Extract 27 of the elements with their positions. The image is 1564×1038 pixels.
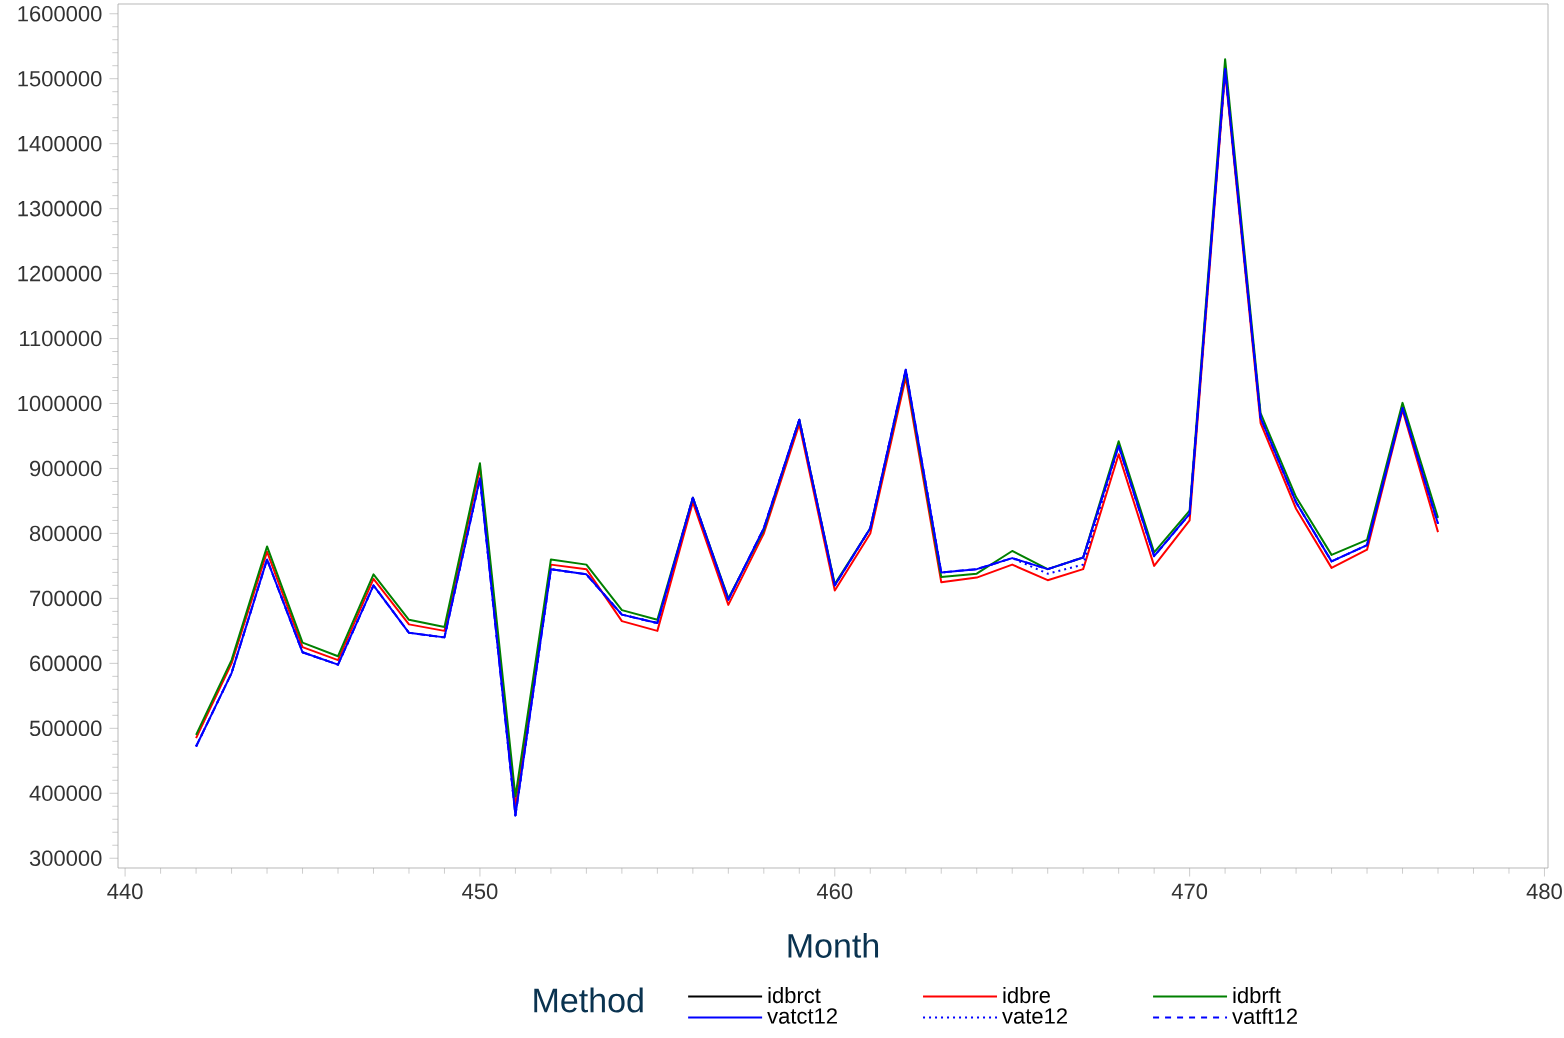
y-tick-label: 1100000 bbox=[20, 330, 102, 347]
legend-label: idbre bbox=[1003, 986, 1050, 1004]
x-tick-label: 450 bbox=[462, 883, 498, 900]
legend-title: Method bbox=[534, 987, 643, 1013]
y-tick-label: 1300000 bbox=[18, 200, 102, 217]
y-tick-label: 1400000 bbox=[18, 135, 102, 152]
x-tick-label: 440 bbox=[107, 883, 143, 900]
x-tick-label: 470 bbox=[1171, 883, 1208, 900]
x-axis-title: Month bbox=[788, 932, 879, 958]
y-tick-label: 400000 bbox=[29, 785, 102, 802]
legend-label: idbrft bbox=[1233, 986, 1281, 1004]
y-tick-label: 500000 bbox=[29, 720, 102, 737]
y-tick-label: 1200000 bbox=[18, 265, 102, 282]
y-tick-label: 1600000 bbox=[18, 5, 102, 22]
y-tick-label: 300000 bbox=[29, 850, 102, 867]
y-tick-label: 700000 bbox=[30, 590, 102, 607]
y-tick-label: 1500000 bbox=[18, 70, 102, 87]
y-tick-label: 800000 bbox=[29, 525, 102, 542]
legend-label: vatct12 bbox=[767, 1008, 837, 1024]
legend-label: vatft12 bbox=[1232, 1007, 1297, 1025]
legend-label: vate12 bbox=[1002, 1008, 1067, 1024]
y-tick-label: 1000000 bbox=[18, 395, 102, 412]
y-tick-label: 600000 bbox=[30, 655, 102, 672]
x-tick-label: 460 bbox=[816, 883, 853, 900]
legend-label: idbrct bbox=[768, 986, 821, 1004]
y-tick-label: 900000 bbox=[30, 460, 102, 477]
x-tick-label: 480 bbox=[1526, 883, 1562, 900]
